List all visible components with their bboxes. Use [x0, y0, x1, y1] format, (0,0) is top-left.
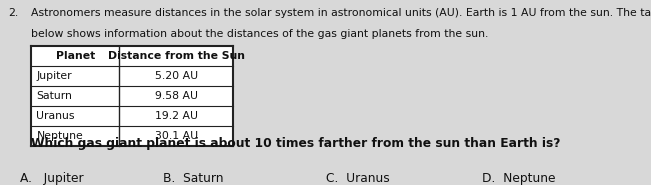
Text: Which gas giant planet is about 10 times farther from the sun than Earth is?: Which gas giant planet is about 10 times…: [31, 137, 561, 150]
Text: C.  Uranus: C. Uranus: [326, 172, 389, 185]
Text: 9.58 AU: 9.58 AU: [154, 91, 198, 101]
Text: 5.20 AU: 5.20 AU: [154, 71, 198, 81]
Text: Jupiter: Jupiter: [36, 71, 72, 81]
Text: B.  Saturn: B. Saturn: [163, 172, 223, 185]
Text: below shows information about the distances of the gas giant planets from the su: below shows information about the distan…: [31, 29, 489, 39]
Text: Saturn: Saturn: [36, 91, 72, 101]
Text: A.   Jupiter: A. Jupiter: [20, 172, 83, 185]
Text: Astronomers measure distances in the solar system in astronomical units (AU). Ea: Astronomers measure distances in the sol…: [31, 8, 651, 18]
Text: Neptune: Neptune: [36, 131, 83, 141]
Text: D.  Neptune: D. Neptune: [482, 172, 555, 185]
Text: 19.2 AU: 19.2 AU: [154, 111, 198, 121]
Text: Distance from the Sun: Distance from the Sun: [107, 51, 245, 61]
Bar: [31, 46, 233, 146]
Text: 2.: 2.: [8, 8, 18, 18]
Text: Uranus: Uranus: [36, 111, 75, 121]
Text: Planet: Planet: [55, 51, 95, 61]
Text: 30.1 AU: 30.1 AU: [154, 131, 198, 141]
